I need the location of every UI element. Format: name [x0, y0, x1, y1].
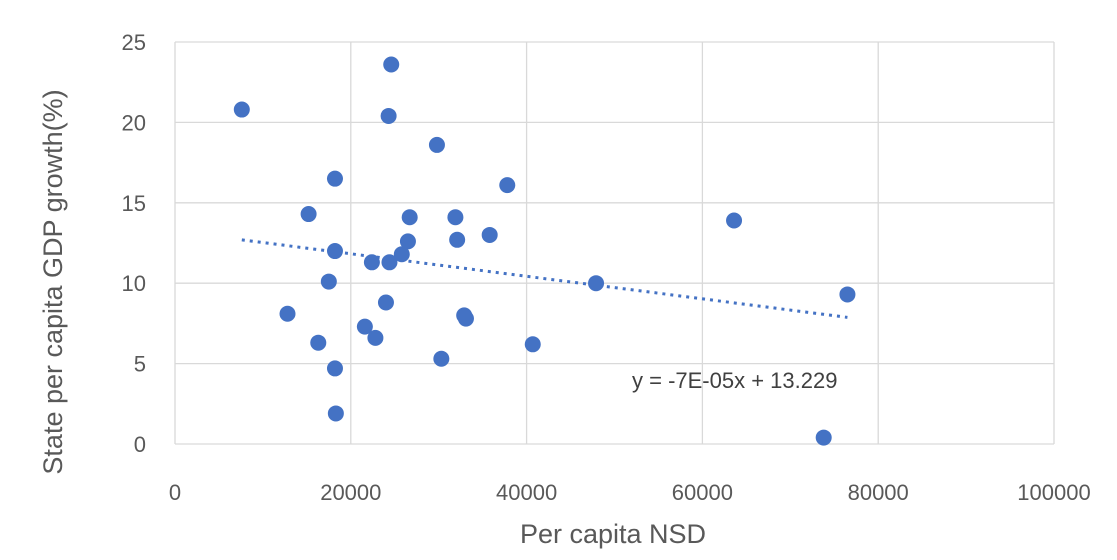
data-point — [320, 273, 337, 290]
y-tick-label: 5 — [134, 352, 146, 377]
data-point — [433, 350, 450, 367]
x-tick-label: 60000 — [672, 480, 733, 505]
y-tick-label: 25 — [122, 30, 146, 55]
x-tick-label: 80000 — [848, 480, 909, 505]
data-point — [233, 101, 250, 118]
data-point — [399, 233, 416, 250]
data-point — [401, 209, 418, 226]
data-point — [449, 231, 466, 248]
data-point — [815, 429, 832, 446]
data-point — [524, 336, 541, 353]
data-point — [393, 246, 410, 263]
x-tick-label: 0 — [169, 480, 181, 505]
data-point — [381, 254, 398, 271]
x-tick-labels: 0 20000 40000 60000 80000 100000 — [169, 480, 1091, 505]
y-tick-labels: 0 5 10 15 20 25 — [122, 30, 146, 457]
data-point — [383, 56, 400, 73]
trendline — [241, 238, 848, 319]
data-point — [310, 334, 327, 351]
data-point — [363, 254, 380, 271]
data-point — [327, 405, 344, 422]
y-tick-label: 15 — [122, 191, 146, 216]
data-point — [356, 318, 373, 335]
data-point — [588, 275, 605, 292]
data-point — [326, 243, 343, 260]
y-tick-label: 20 — [122, 110, 146, 135]
y-tick-label: 10 — [122, 271, 146, 296]
x-tick-label: 20000 — [320, 480, 381, 505]
data-point — [428, 136, 445, 153]
data-point — [457, 310, 474, 327]
data-point — [326, 170, 343, 187]
trendline-equation: y = -7E-05x + 13.229 — [632, 368, 837, 393]
x-tick-label: 100000 — [1017, 480, 1090, 505]
y-axis-title: State per capita GDP growth(%) — [38, 89, 68, 474]
x-axis-title: Per capita NSD — [520, 519, 706, 549]
y-tick-label: 0 — [134, 432, 146, 457]
data-point — [367, 329, 384, 346]
data-point — [279, 305, 296, 322]
data-point — [377, 294, 394, 311]
data-point — [839, 286, 856, 303]
data-points — [233, 56, 856, 446]
x-tick-label: 40000 — [496, 480, 557, 505]
data-point — [447, 209, 464, 226]
data-point — [481, 226, 498, 243]
data-point — [300, 206, 317, 223]
gridlines — [174, 41, 1055, 445]
data-point — [726, 212, 743, 229]
data-point — [499, 177, 516, 194]
data-point — [380, 107, 397, 124]
data-point — [326, 360, 343, 377]
